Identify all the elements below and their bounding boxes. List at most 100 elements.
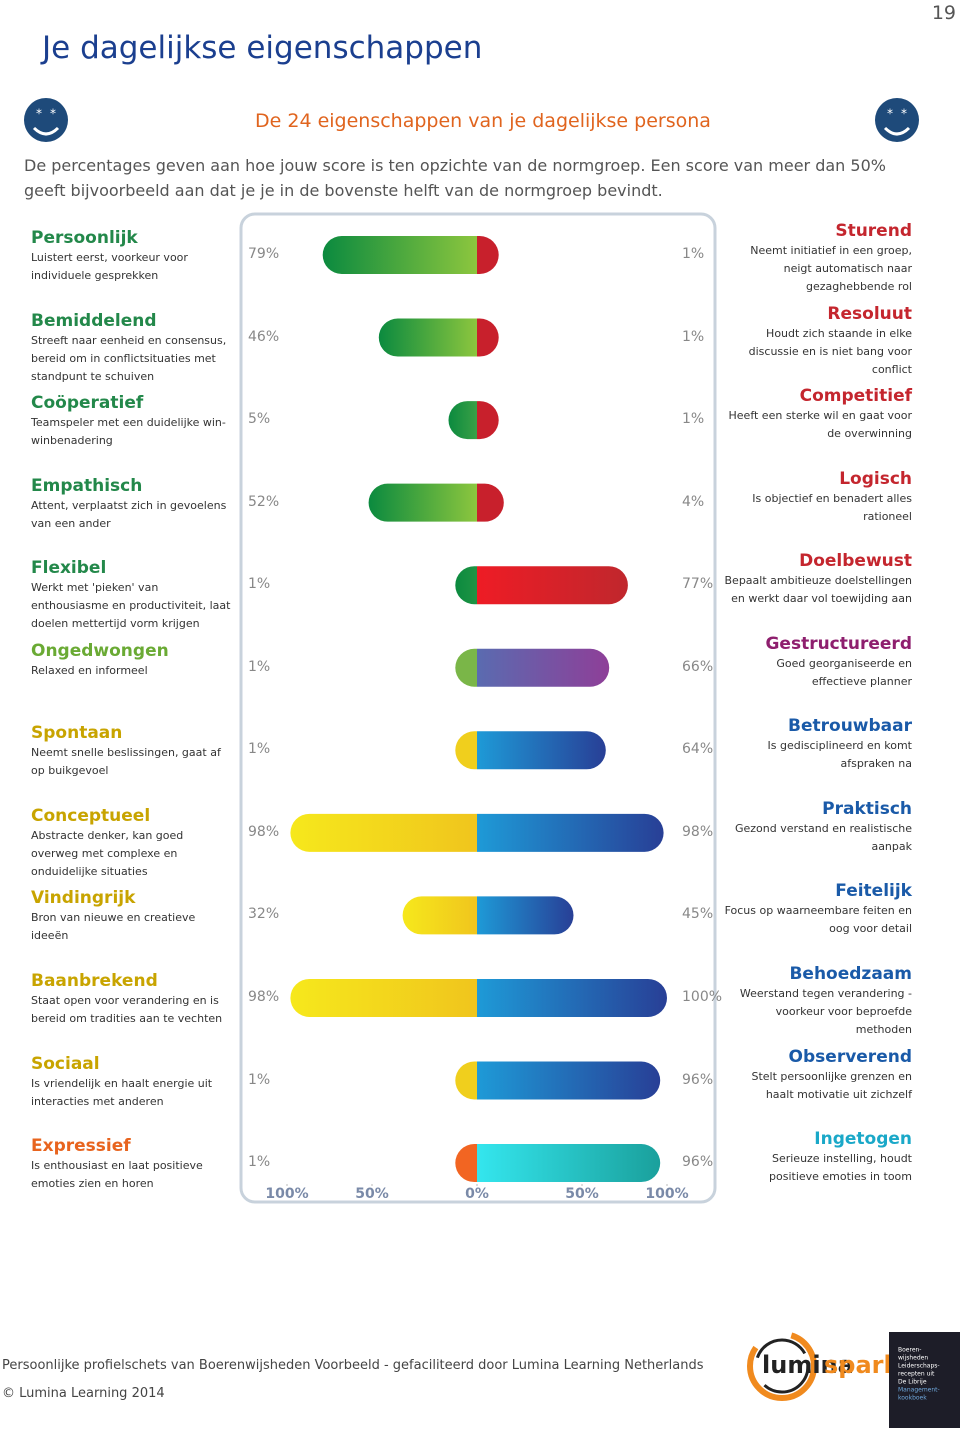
trait-description: Gezond verstand en realistische aanpak xyxy=(734,821,912,853)
bar xyxy=(477,1061,661,1100)
chart-frame xyxy=(239,212,717,1204)
trait: Persoonlijk Luistert eerst, voorkeur voor… xyxy=(31,227,233,285)
trait-description: Luistert eerst, voorkeur voor individuel… xyxy=(31,251,188,282)
x-tick-label: 50% xyxy=(565,1186,599,1202)
trait-name: Bemiddelend xyxy=(31,310,157,331)
value-label: 1% xyxy=(248,658,271,675)
x-tick-label: 0% xyxy=(465,1186,489,1202)
trait-description: Is objectief en benadert alles rationeel xyxy=(752,491,912,523)
trait: Observerend Stelt persoonlijke grenzen en… xyxy=(722,1046,912,1104)
value-label: 98% xyxy=(248,988,280,1005)
trait: Behoedzaam Weerstand tegen verandering - … xyxy=(722,963,912,1039)
trait: Bemiddelend Streeft naar eenheid en conse… xyxy=(31,310,233,386)
subtitle: De 24 eigenschappen van je dagelijkse pe… xyxy=(255,110,711,132)
trait-description: Streeft naar eenheid en consensus, berei… xyxy=(31,333,227,383)
trait-name: Ongedwongen xyxy=(31,640,169,661)
trait-name: Behoedzaam xyxy=(789,963,912,984)
page-title: Je dagelijkse eigenschappen xyxy=(42,30,483,66)
bar xyxy=(477,896,574,935)
book-text: kookboek xyxy=(898,1395,927,1402)
book xyxy=(889,1332,960,1428)
trait-name: Expressief xyxy=(31,1136,131,1157)
trait-description: Relaxed en informeel xyxy=(31,663,148,677)
svg-text:*: * xyxy=(36,107,42,121)
trait-name: Empathisch xyxy=(31,475,143,496)
trait-description: Focus op waarneembare feiten en oog voor… xyxy=(724,904,912,936)
logo: lumina spark xyxy=(747,1331,900,1401)
trait-description: Is gedisciplineerd en komt afspraken na xyxy=(767,739,912,771)
value-label: 32% xyxy=(248,906,280,923)
trait: Ingetogen Serieuze instelling, houdt posi… xyxy=(722,1128,912,1186)
trait-name: Competitief xyxy=(799,386,912,407)
trait-name: Feitelijk xyxy=(835,881,912,902)
bar xyxy=(477,483,504,522)
bar xyxy=(402,896,477,935)
smiley: * * xyxy=(24,98,68,142)
svg-text:*: * xyxy=(50,107,56,121)
svg-text:*: * xyxy=(887,107,893,121)
bar xyxy=(455,566,477,605)
bar xyxy=(477,566,628,605)
trait: Expressief Is enthousiast en laat positie… xyxy=(31,1135,233,1193)
logo-text: lumina xyxy=(762,1351,854,1379)
trait: Baanbrekend Staat open voor verandering e… xyxy=(31,970,233,1028)
trait: Competitief Heeft een sterke wil en gaat … xyxy=(722,385,912,443)
trait-description: Abstracte denker, kan goed overweg met c… xyxy=(31,828,184,878)
trait-description: Houdt zich staande in elke discussie en … xyxy=(748,326,912,376)
trait-description: Goed georganiseerde en effectieve planne… xyxy=(776,656,912,688)
trait-description: Stelt persoonlijke grenzen en haalt moti… xyxy=(751,1069,912,1101)
bar xyxy=(477,978,667,1017)
trait: Resoluut Houdt zich staande in elke discu… xyxy=(722,303,912,379)
trait-name: Observerend xyxy=(788,1046,912,1067)
trait-description: Attent, verplaatst zich in gevoelens van… xyxy=(31,498,227,530)
trait: Gestructureerd Goed georganiseerde en eff… xyxy=(722,633,912,691)
x-tick-label: 50% xyxy=(355,1186,389,1202)
trait: Vindingrijk Bron van nieuwe en creatieve … xyxy=(31,887,233,945)
trait-name: Vindingrijk xyxy=(31,888,136,909)
value-label: 1% xyxy=(682,411,705,428)
value-label: 98% xyxy=(248,823,280,840)
value-label: 1% xyxy=(248,1154,271,1171)
value-label: 79% xyxy=(248,246,280,262)
bar xyxy=(477,401,499,440)
book-text: De Librije xyxy=(898,1379,927,1386)
trait-name: Coöperatief xyxy=(31,393,144,414)
trait-name: Betrouwbaar xyxy=(788,716,912,737)
trait-description: Teamspeler met een duidelijke win-winben… xyxy=(31,416,226,448)
value-label: 98% xyxy=(682,823,714,840)
trait-description: Heeft een sterke wil en gaat voor de ove… xyxy=(728,409,912,441)
value-label: 1% xyxy=(682,246,705,262)
bar xyxy=(290,813,477,852)
bar xyxy=(448,401,477,440)
trait: Coöperatief Teamspeler met een duidelijke… xyxy=(31,392,233,450)
value-label: 1% xyxy=(682,328,705,345)
trait: Feitelijk Focus op waarneembare feiten en… xyxy=(722,880,912,938)
bar xyxy=(477,648,610,687)
trait: Betrouwbaar Is gedisciplineerd en komt af… xyxy=(722,715,912,773)
value-label: 46% xyxy=(248,328,280,345)
bar xyxy=(290,978,477,1017)
book-text: recepten uit xyxy=(898,1371,935,1378)
page-number: 19 xyxy=(931,2,956,24)
value-label: 77% xyxy=(682,576,714,593)
trait: Logisch Is objectief en benadert alles ra… xyxy=(722,468,912,526)
trait: Sturend Neemt initiatief in een groep, ne… xyxy=(722,220,912,296)
bar xyxy=(455,648,477,687)
trait-name: Gestructureerd xyxy=(765,633,912,654)
x-tick-label: 100% xyxy=(645,1186,688,1202)
trait-description: Weerstand tegen verandering - voorkeur v… xyxy=(739,986,912,1036)
trait-name: Logisch xyxy=(839,468,912,489)
value-label: 1% xyxy=(248,1071,271,1088)
trait-description: Bron van nieuwe en creatieve ideeën xyxy=(31,911,196,943)
book-text: wijsheden xyxy=(898,1355,928,1362)
book-text: Leiderschaps- xyxy=(898,1363,940,1370)
value-label: 45% xyxy=(682,906,714,923)
copyright: © Lumina Learning 2014 xyxy=(2,1386,165,1401)
trait: Sociaal Is vriendelijk en haalt energie u… xyxy=(31,1053,233,1111)
trait-name: Spontaan xyxy=(31,723,123,744)
bar xyxy=(477,1144,661,1183)
value-label: 1% xyxy=(248,741,271,758)
book-text: Boeren- xyxy=(898,1347,921,1354)
